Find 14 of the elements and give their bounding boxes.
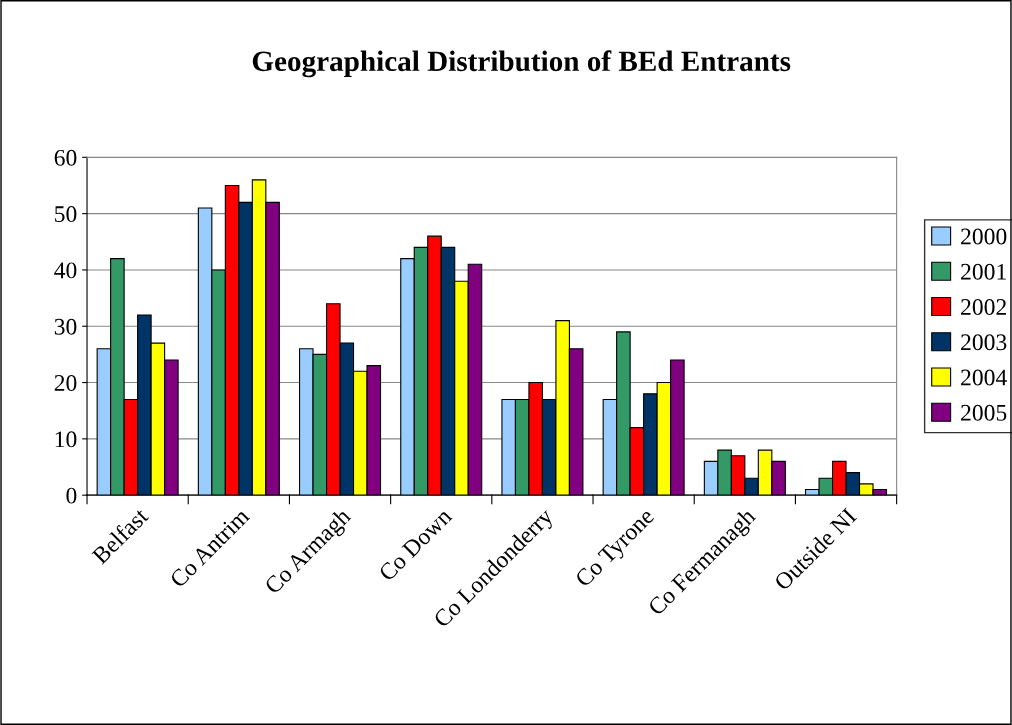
y-tick-label: 10 bbox=[55, 431, 77, 448]
y-tick-label: 40 bbox=[54, 262, 77, 279]
legend-label: 2001 bbox=[961, 263, 1006, 280]
y-tick-label: 50 bbox=[55, 206, 77, 223]
legend-label: 2004 bbox=[961, 369, 1007, 386]
legend-label: 2005 bbox=[961, 404, 1007, 421]
y-tick-label: 0 bbox=[66, 487, 77, 504]
y-tick-label: 30 bbox=[54, 318, 77, 335]
legend-label: 2003 bbox=[961, 334, 1007, 351]
legend-label: 2002 bbox=[961, 299, 1006, 315]
legend-label: 2000 bbox=[961, 228, 1007, 245]
y-tick-label: 60 bbox=[54, 149, 77, 166]
y-tick-label: 20 bbox=[54, 375, 77, 391]
chart-title: Geographical Distribution of BEd Entrants bbox=[252, 50, 791, 78]
